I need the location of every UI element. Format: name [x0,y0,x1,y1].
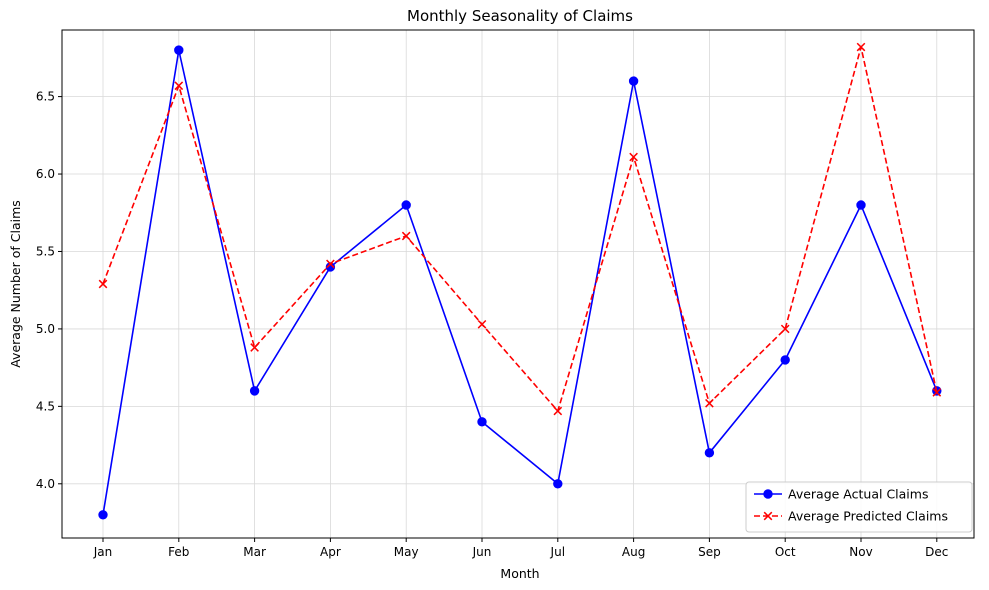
predicted-point-dec [932,388,942,397]
legend-predicted-label: Average Predicted Claims [788,509,948,524]
legend-actual-label: Average Actual Claims [788,487,928,502]
x-tick-label: Feb [168,545,189,559]
marker-x-stroke [477,319,487,329]
y-tick-label: 6.5 [36,90,55,104]
legend-actual-marker [763,489,773,499]
y-tick-label: 4.5 [36,399,55,413]
actual-point-may [401,200,411,210]
predicted-series-line [102,46,938,412]
y-tick-label: 5.0 [36,322,55,336]
chart-title: Monthly Seasonality of Claims [407,7,633,25]
marker-x-stroke [326,259,335,269]
x-tick-label: May [394,545,419,559]
x-tick-label: Sep [698,545,721,559]
actual-point-aug [628,76,639,86]
y-axis-label: Average Number of Claims [8,200,23,368]
predicted-point-oct [780,324,790,334]
y-tick-label: 5.5 [36,244,55,258]
predicted-point-apr [326,259,335,269]
actual-point-nov [856,200,866,210]
predicted-point-mar [250,343,259,352]
marker-x-stroke [763,511,773,521]
actual-point-jun [477,417,487,427]
predicted-point-may [401,231,411,241]
legend-predicted-marker [763,511,773,521]
marker-x-stroke [780,324,790,334]
marker-x-stroke [401,231,411,241]
marker-x-stroke [932,388,942,397]
x-tick-label: Mar [243,545,266,559]
marker-x-stroke [250,343,259,352]
predicted-point-jan [98,279,108,289]
y-tick-label: 6.0 [36,167,55,181]
marker-x-stroke [174,81,184,91]
actual-point-jan [98,510,108,520]
x-tick-label: Apr [320,545,341,559]
x-tick-label: Nov [849,545,872,559]
x-tick-label: Jun [472,545,492,559]
actual-point-oct [780,355,790,365]
actual-point-jul [553,479,563,489]
marker-x-stroke [629,152,638,162]
marker-x-stroke [705,398,714,408]
y-tick-label: 4.0 [36,477,55,491]
predicted-point-jul [553,406,563,416]
grid [62,30,974,538]
series [98,42,942,520]
x-tick-label: Dec [925,545,948,559]
predicted-point-sep [705,398,714,408]
predicted-point-nov [856,42,866,52]
predicted-point-jun [477,319,487,329]
actual-point-sep [704,448,715,458]
x-tick-label: Jul [550,545,565,559]
predicted-point-aug [629,152,638,162]
x-tick-label: Aug [622,545,645,559]
x-tick-label: Jan [93,545,113,559]
actual-point-feb [174,45,184,55]
actual-point-apr [325,262,336,272]
legend: Average Actual Claims Average Predicted C… [745,481,973,533]
legend-box [745,481,973,533]
actual-series-line [102,49,938,515]
axis-ticks: Jan Feb Mar Apr May Jun Jul Aug Sep Oct Nov Dec 4.0 4… [36,90,949,559]
marker-x-stroke [98,279,108,289]
plot-frame [61,29,975,539]
marker-x-stroke [856,42,866,52]
actual-point-mar [249,386,260,396]
marker-x-stroke [553,406,563,416]
x-axis-label: Month [500,566,539,581]
predicted-point-feb [174,81,184,91]
x-tick-label: Oct [775,545,796,559]
